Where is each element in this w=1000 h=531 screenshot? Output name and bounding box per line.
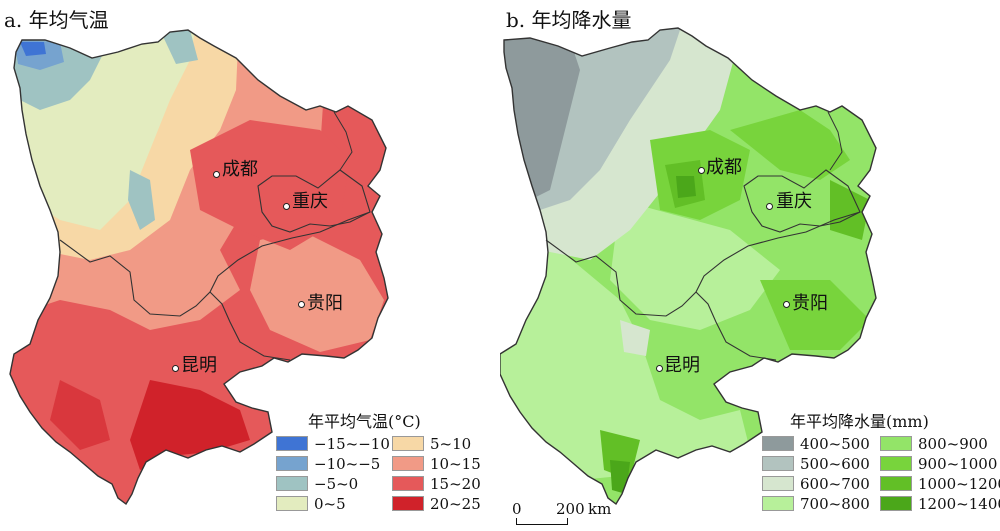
city-marker-kunming bbox=[656, 365, 663, 372]
legend-label: 1000~1200 bbox=[918, 474, 1000, 493]
legend-title-a: 年平均气温(°C) bbox=[308, 412, 421, 431]
panel-temperature: a. 年均气温 成都 重庆 贵阳 昆明 年平均气温(°C) −15~−10 −1… bbox=[4, 8, 481, 513]
legend-item-b: 400~500 bbox=[762, 434, 870, 453]
legend-swatch bbox=[276, 496, 308, 511]
legend-item-b: 600~700 bbox=[762, 474, 870, 493]
legend-swatch bbox=[392, 476, 424, 491]
precipitation-map bbox=[500, 27, 877, 505]
legend-swatch bbox=[880, 456, 912, 471]
scale-bar: 0 200 km bbox=[512, 498, 772, 531]
legend-label: 600~700 bbox=[800, 474, 870, 493]
legend-label: 400~500 bbox=[800, 434, 870, 453]
legend-label: 800~900 bbox=[918, 434, 988, 453]
legend-item-b: 900~1000 bbox=[880, 454, 998, 473]
legend-swatch bbox=[392, 456, 424, 471]
city-marker-guiyang bbox=[298, 301, 305, 308]
legend-label: −5~0 bbox=[314, 474, 359, 493]
legend-item-b: 700~800 bbox=[762, 494, 870, 513]
city-marker-guiyang bbox=[783, 301, 790, 308]
legend-item-a: 15~20 bbox=[392, 474, 481, 493]
legend-label: 900~1000 bbox=[918, 454, 998, 473]
city-label-kunming: 昆明 bbox=[664, 355, 700, 376]
legend-label: −15~−10 bbox=[314, 434, 390, 453]
legend-swatch bbox=[276, 436, 308, 451]
city-label-chongqing: 重庆 bbox=[776, 191, 812, 212]
legend-label: 20~25 bbox=[430, 494, 481, 513]
scale-label-zero: 0 bbox=[512, 500, 522, 518]
legend-item-a: 20~25 bbox=[392, 494, 481, 513]
legend-item-a: −5~0 bbox=[276, 474, 359, 493]
legend-item-b: 1000~1200 bbox=[880, 474, 1000, 493]
scale-bar-line bbox=[516, 524, 568, 525]
city-label-chongqing: 重庆 bbox=[292, 191, 328, 212]
legend-swatch bbox=[880, 476, 912, 491]
legend-item-b: 1200~1400 bbox=[880, 494, 1000, 513]
legend-item-b: 500~600 bbox=[762, 454, 870, 473]
legend-swatch bbox=[276, 476, 308, 491]
legend-item-b: 800~900 bbox=[880, 434, 988, 453]
legend-label: 5~10 bbox=[430, 434, 472, 453]
legend-swatch bbox=[392, 496, 424, 511]
legend-swatch bbox=[880, 436, 912, 451]
city-marker-kunming bbox=[172, 365, 179, 372]
legend-swatch bbox=[276, 456, 308, 471]
scale-bar-tick-start bbox=[516, 518, 517, 525]
legend-swatch bbox=[762, 496, 794, 511]
legend-label: 15~20 bbox=[430, 474, 481, 493]
city-label-guiyang: 贵阳 bbox=[792, 293, 828, 314]
legend-item-a: 5~10 bbox=[392, 434, 472, 453]
legend-swatch bbox=[392, 436, 424, 451]
scale-bar-tick-end bbox=[567, 518, 568, 525]
panel-precipitation: b. 年均降水量 成都 重庆 贵阳 昆明 年平均降水量(mm) 400~500 … bbox=[500, 0, 1000, 531]
legend-label: 0~5 bbox=[314, 494, 346, 513]
temperature-map bbox=[9, 29, 389, 505]
legend-title-b: 年平均降水量(mm) bbox=[790, 412, 929, 431]
city-marker-chengdu bbox=[213, 171, 220, 178]
legend-swatch bbox=[762, 476, 794, 491]
scale-label-unit: km bbox=[588, 500, 612, 518]
city-marker-chongqing bbox=[766, 203, 773, 210]
legend-label: 500~600 bbox=[800, 454, 870, 473]
city-label-chengdu: 成都 bbox=[222, 159, 258, 180]
city-label-kunming: 昆明 bbox=[181, 355, 217, 376]
legend-label: 700~800 bbox=[800, 494, 870, 513]
legend-item-a: 10~15 bbox=[392, 454, 481, 473]
legend-swatch bbox=[880, 496, 912, 511]
scale-label-distance: 200 bbox=[556, 500, 585, 518]
legend-item-a: −15~−10 bbox=[276, 434, 390, 453]
city-marker-chengdu bbox=[698, 167, 705, 174]
legend-item-a: −10~−5 bbox=[276, 454, 381, 473]
panel-title-a: a. 年均气温 bbox=[4, 8, 109, 32]
legend-swatch bbox=[762, 456, 794, 471]
legend-label: −10~−5 bbox=[314, 454, 381, 473]
legend-label: 10~15 bbox=[430, 454, 481, 473]
city-label-chengdu: 成都 bbox=[706, 157, 742, 178]
city-label-guiyang: 贵阳 bbox=[307, 293, 343, 314]
panel-title-b: b. 年均降水量 bbox=[506, 8, 632, 32]
legend-label: 1200~1400 bbox=[918, 494, 1000, 513]
legend-item-a: 0~5 bbox=[276, 494, 346, 513]
city-marker-chongqing bbox=[283, 203, 290, 210]
legend-swatch bbox=[762, 436, 794, 451]
